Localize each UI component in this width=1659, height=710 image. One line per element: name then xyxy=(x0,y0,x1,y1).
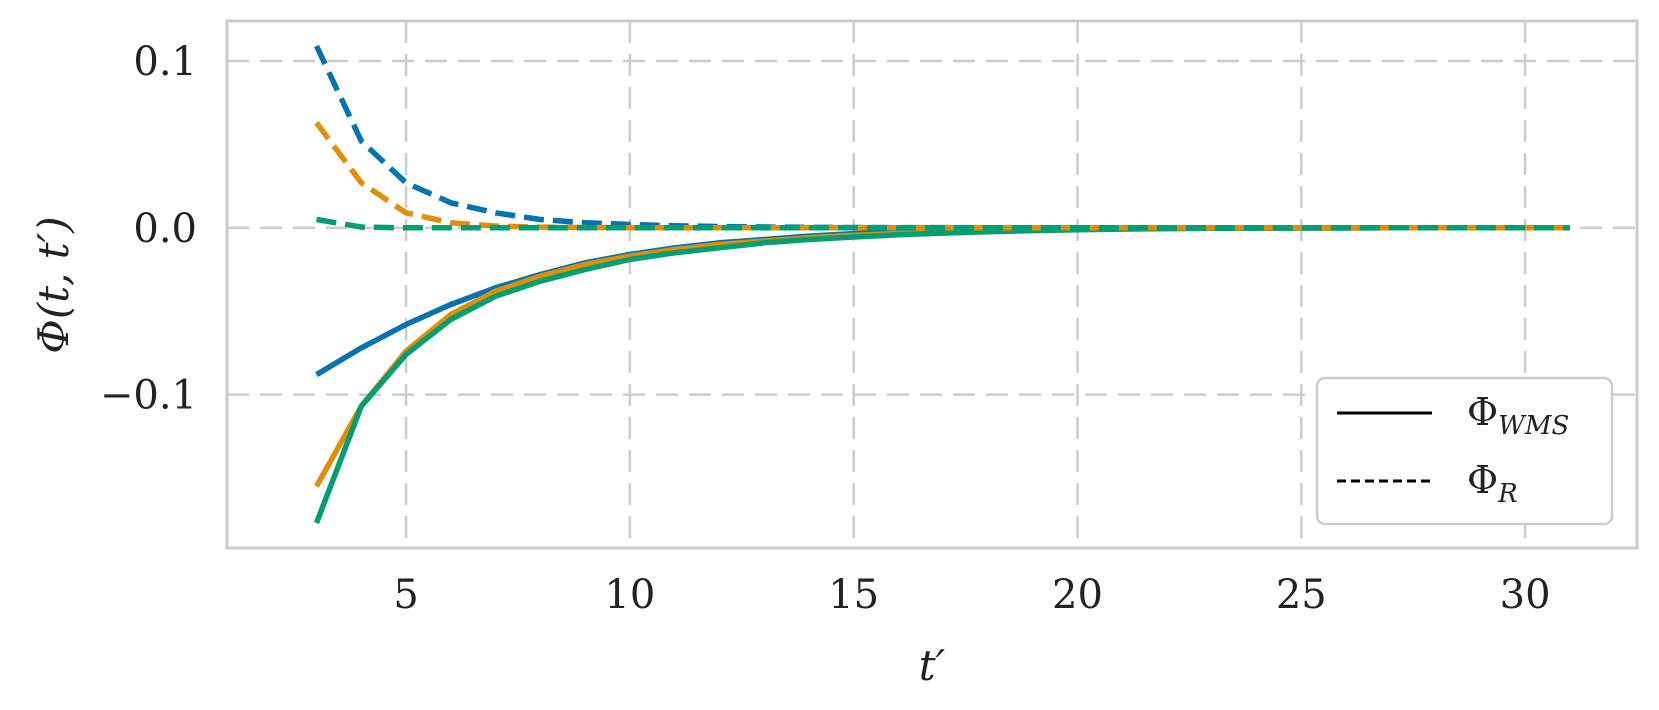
legend-entry-wms-base: Φ xyxy=(1467,390,1498,434)
x-tick-label: 30 xyxy=(1500,572,1551,618)
legend-entry-r: ΦR xyxy=(1467,458,1518,509)
y-tick-label: −0.1 xyxy=(100,373,197,419)
y-tick-label: 0.1 xyxy=(133,39,197,85)
series-line-dashed-3 xyxy=(316,216,1570,231)
legend-entry-wms-sub: WMS xyxy=(1498,411,1569,441)
y-axis-label: Φ(t, t′) xyxy=(29,216,78,353)
series-group xyxy=(313,44,1570,524)
x-tick-label: 20 xyxy=(1052,572,1103,618)
x-tick-label: 5 xyxy=(393,572,418,618)
x-tick-label: 10 xyxy=(604,572,655,618)
x-tick-label: 15 xyxy=(828,572,879,618)
legend-entry-r-base: Φ xyxy=(1467,458,1498,502)
x-tick-label: 25 xyxy=(1276,572,1327,618)
legend-entry-r-sub: R xyxy=(1497,479,1518,509)
series-line-dashed-1 xyxy=(314,44,1570,231)
x-axis-label: t′ xyxy=(919,641,946,690)
plot-frame xyxy=(225,19,1639,550)
legend-frame xyxy=(1315,376,1614,526)
y-tick-label: 0.0 xyxy=(133,206,197,252)
legend-entry-wms: ΦWMS xyxy=(1467,390,1569,441)
series-line-solid-1 xyxy=(315,225,1570,377)
legend: ΦWMS ΦR xyxy=(1315,376,1614,526)
tick-labels: 5 10 15 20 25 30 −0.1 0.0 0.1 xyxy=(100,39,1551,618)
